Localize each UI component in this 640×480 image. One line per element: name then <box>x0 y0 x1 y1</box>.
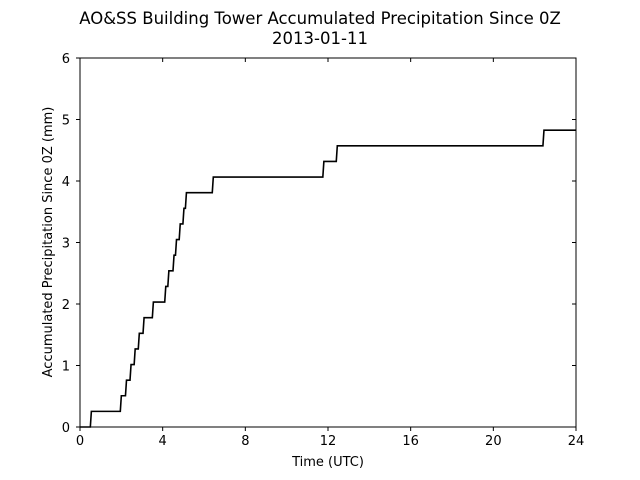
y-tick-label: 3 <box>62 237 70 252</box>
x-tick-label: 20 <box>485 434 502 449</box>
x-tick-label: 0 <box>76 434 84 449</box>
accumulated-precipitation-line <box>80 129 576 428</box>
plot-frame <box>79 57 577 428</box>
x-tick-label: 12 <box>320 434 337 449</box>
y-tick-label: 5 <box>62 114 70 129</box>
x-tick-label: 24 <box>568 434 585 449</box>
x-tick-label: 16 <box>402 434 419 449</box>
y-tick-label: 2 <box>62 298 70 313</box>
chart-title: AO&SS Building Tower Accumulated Precipi… <box>79 9 561 28</box>
y-tick-label: 0 <box>62 421 70 436</box>
y-axis-label: Accumulated Precipitation Since 0Z (mm) <box>41 107 56 378</box>
x-axis-label: Time (UTC) <box>291 455 364 470</box>
series-layer <box>80 129 576 428</box>
chart-subtitle: 2013-01-11 <box>272 29 368 48</box>
y-tick-label: 1 <box>62 360 70 375</box>
y-tick-label: 6 <box>62 52 70 67</box>
x-tick-label: 4 <box>159 434 167 449</box>
y-tick-label: 4 <box>62 175 70 190</box>
x-tick-label: 8 <box>241 434 249 449</box>
